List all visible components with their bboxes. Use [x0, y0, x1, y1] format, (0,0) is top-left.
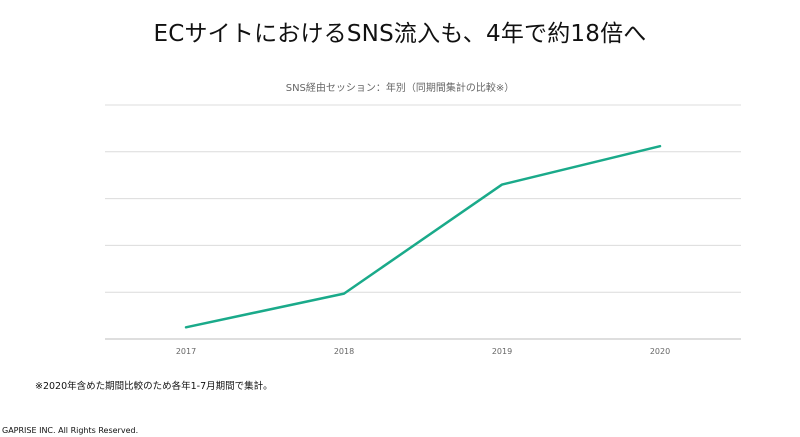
gridlines — [105, 104, 741, 293]
page-headline: ECサイトにおけるSNS流入も、4年で約18倍へ — [153, 21, 647, 47]
x-tick-labels: 2017 2018 2019 2020 — [176, 347, 670, 356]
footnote: ※2020年含めた期間比較のため各年1-7月期間で集計。 — [35, 381, 273, 392]
x-tick-label: 2018 — [334, 347, 354, 356]
x-tick-label: 2019 — [492, 347, 512, 356]
x-tick-label: 2017 — [176, 347, 196, 356]
series-layer — [184, 144, 662, 329]
chart-title: SNS経由セッション：年別（同期間集計の比較※） — [285, 83, 515, 94]
series-line-0 — [184, 144, 662, 329]
x-tick-label: 2020 — [650, 347, 670, 356]
copyright: GAPRISE INC. All Rights Reserved. — [2, 426, 139, 435]
